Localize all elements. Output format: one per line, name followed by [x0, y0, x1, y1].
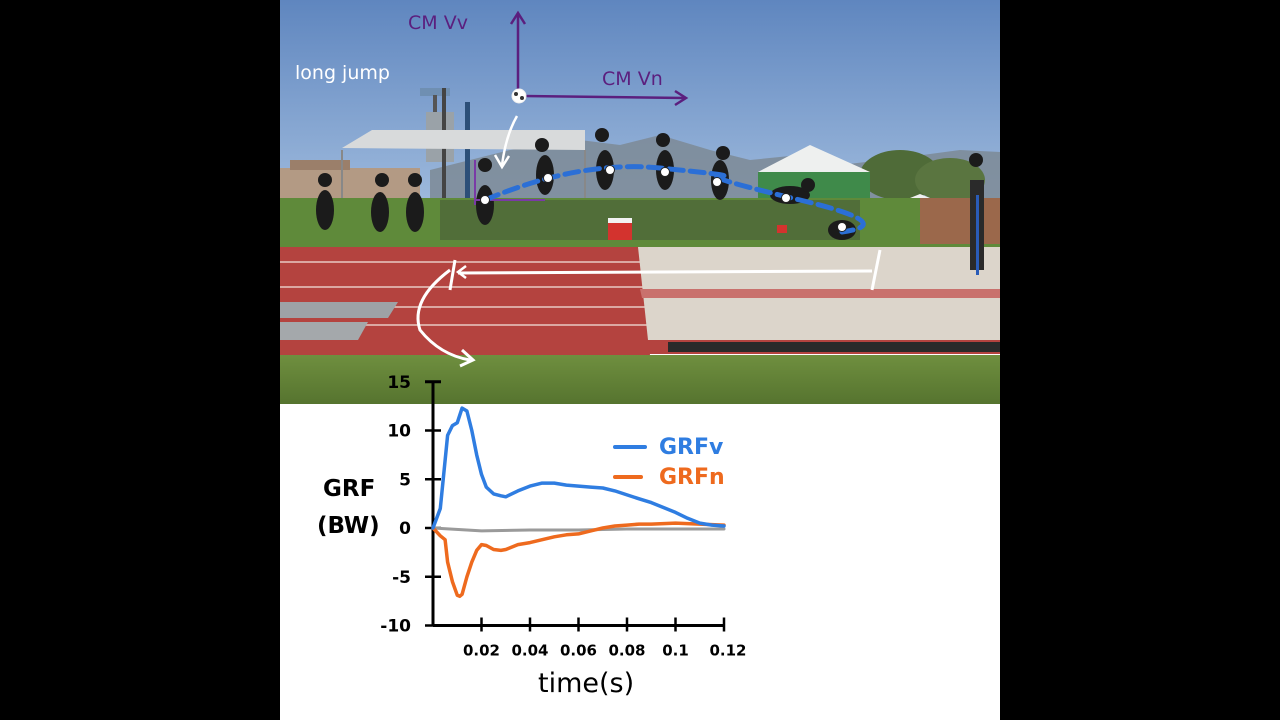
grf-chart: 15 10 5 0 -5 -10 0.02 0.04 0.06 0.08 0.1 0.12 — [380, 373, 746, 660]
long-jump-photo — [280, 0, 1000, 404]
y-tick-label: -10 — [380, 617, 411, 637]
cm-trajectory — [482, 164, 866, 235]
series-grfv — [431, 406, 726, 530]
legend-swatch-grfv — [613, 445, 647, 449]
chart-series — [431, 406, 726, 599]
series-grfn — [431, 521, 726, 599]
legend-swatch-grfn — [613, 475, 643, 479]
y-tick-label: 10 — [387, 422, 411, 442]
x-tick-label: 0.1 — [662, 642, 689, 660]
y-tick-label: 15 — [387, 373, 411, 393]
series-baseline — [431, 526, 726, 533]
chart-axes: 15 10 5 0 -5 -10 0.02 0.04 0.06 0.08 0.1 0.12 — [380, 373, 746, 660]
x-tick-label: 0.08 — [608, 642, 645, 660]
legend-label-grfv: GRFv — [659, 434, 724, 460]
cm-markers — [480, 165, 847, 232]
y-tick-label: 5 — [399, 470, 411, 490]
y-axis-label-line2: (BW) — [317, 513, 380, 539]
x-tick-label: 0.04 — [511, 642, 548, 660]
x-axis-label: time(s) — [538, 668, 635, 699]
cm-horizontal-velocity-label: CM Vn — [602, 68, 663, 90]
legend-item-grfn: GRFn — [613, 462, 725, 492]
x-tick-label: 0.02 — [463, 642, 500, 660]
chart-legend: GRFv GRFn — [613, 432, 725, 492]
video-frame: long jump CM Vv CM Vn 15 10 5 0 -5 -10 0.02 0.0… — [280, 0, 1000, 720]
y-axis-label-line1: GRF — [323, 476, 376, 502]
legend-item-grfv: GRFv — [613, 432, 725, 462]
x-tick-label: 0.12 — [709, 642, 746, 660]
caption-long-jump: long jump — [295, 62, 390, 84]
cm-vertical-velocity-label: CM Vv — [408, 12, 468, 34]
y-tick-label: 0 — [399, 519, 411, 539]
y-tick-label: -5 — [392, 568, 411, 588]
legend-label-grfn: GRFn — [659, 464, 725, 490]
x-tick-label: 0.06 — [560, 642, 597, 660]
